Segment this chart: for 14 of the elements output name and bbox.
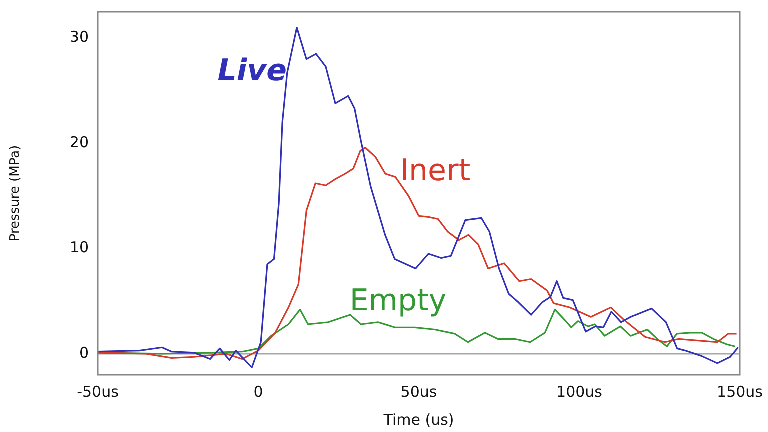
y-tick-label: 20 (70, 133, 89, 152)
x-tick-label: 100us (556, 382, 603, 401)
y-tick-label: 0 (79, 344, 89, 362)
x-axis-title: Time (us) (382, 410, 454, 429)
x-tick-label: -50us (77, 382, 120, 401)
series-label: Live (218, 54, 288, 89)
x-tick-label: 150us (717, 382, 764, 401)
series-label: Inert (400, 154, 471, 189)
y-axis-title: Pressure (MPa) (8, 145, 24, 242)
x-tick-label: 0 (254, 382, 264, 401)
x-tick-label: 50us (400, 382, 438, 401)
series-label: Empty (350, 284, 447, 319)
y-tick-label: 30 (70, 28, 89, 46)
y-tick-label: 10 (70, 238, 89, 257)
